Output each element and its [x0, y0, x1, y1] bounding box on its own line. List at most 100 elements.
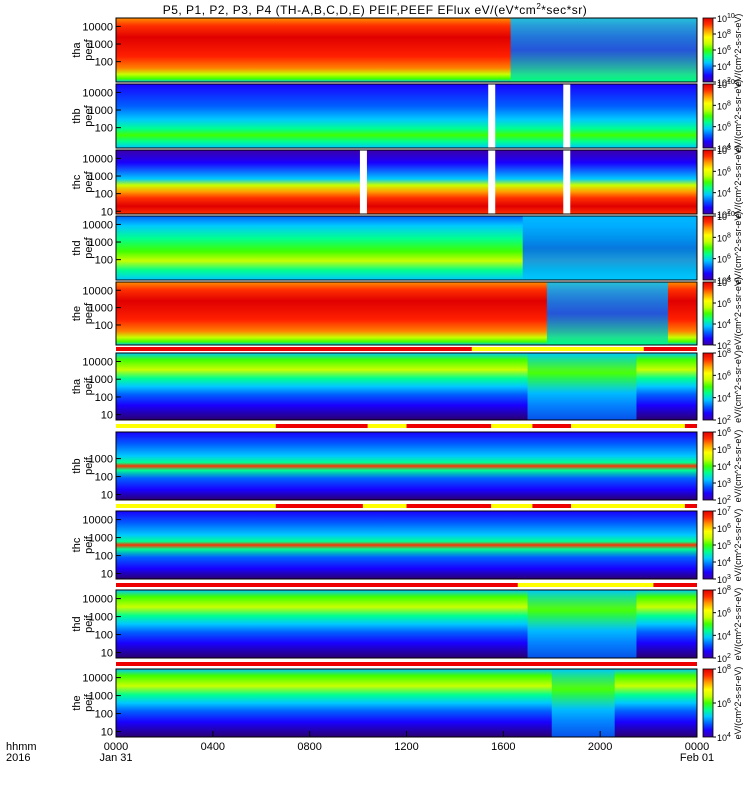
y-tick-label: 10 — [101, 410, 113, 422]
product-label: peef — [83, 236, 95, 258]
colorbar-unit-label: eV/(cm^2-s-sr-eV) — [733, 277, 743, 350]
y-tick-label: 100 — [95, 255, 113, 267]
y-tick-label: 100 — [95, 551, 113, 563]
y-tick-label: 10000 — [82, 87, 113, 99]
y-tick-label: 10000 — [82, 21, 113, 33]
probe-label: tha — [71, 41, 83, 57]
colorbar-tick-label: 106 — [717, 122, 731, 133]
colorbar-unit-label: eV/(cm^2-s-sr-eV) — [733, 588, 743, 661]
x-axis-row-label-bottom: 2016 — [6, 752, 30, 764]
colorbar-tick-label: 106 — [717, 370, 731, 381]
colorbar-unit-label: eV/(cm^2-s-sr-eV) — [733, 430, 743, 503]
colorbar-unit-label: eV/(cm^2-s-sr-eV) — [733, 146, 743, 219]
x-axis-row-label-top: hhmm — [6, 741, 37, 753]
flag-bar-after-tha-peif — [116, 424, 697, 428]
colorbar-unit-label: eV/(cm^2-s-sr-eV) — [733, 14, 743, 87]
flag-segment-red — [116, 347, 472, 351]
colorbar-tick-label: 102 — [717, 340, 731, 351]
panel-thd-peef: 10000 1000 100 thd peef 1010 108 106 104 — [71, 211, 735, 286]
colorbar-tick-label: 104 — [717, 319, 731, 330]
colorbar — [702, 352, 714, 421]
colorbar-tick-label: 102 — [717, 415, 731, 426]
y-tick-label: 10000 — [82, 219, 113, 231]
disturbed-interval — [551, 669, 615, 737]
y-tick-label: 1000 — [89, 691, 113, 703]
y-tick-label: 10 — [101, 490, 113, 502]
colorbar-tick-label: 104 — [717, 461, 731, 472]
y-tick-label: 10 — [101, 569, 113, 581]
x-tick-date-label: Jan 31 — [99, 752, 132, 764]
colorbar-tick-label: 108 — [717, 348, 731, 359]
flag-segment-red — [275, 424, 368, 428]
y-tick-label: 10000 — [82, 515, 113, 527]
flag-segment-red — [406, 424, 492, 428]
product-label: peif — [83, 535, 95, 554]
probe-label: thc — [71, 174, 83, 189]
data-gap — [488, 84, 496, 148]
panel-thb-peef: 10000 1000 100 thb peef 1010 108 106 104 — [71, 79, 735, 154]
flag-segment-red — [643, 347, 697, 351]
colorbar-tick-label: 106 — [717, 608, 731, 619]
flag-segment-red — [653, 583, 697, 587]
y-tick-label: 1000 — [89, 39, 113, 51]
colorbar-tick-label: 108 — [717, 585, 731, 596]
spectrogram-thb-peif — [116, 432, 697, 500]
probe-label: thb — [71, 108, 83, 123]
data-quality-flags — [116, 347, 697, 666]
product-label: peef — [83, 302, 95, 324]
y-tick-label: 1000 — [89, 454, 113, 466]
colorbar-tick-label: 102 — [717, 495, 731, 506]
disturbed-interval — [522, 216, 697, 280]
flag-segment-yellow — [491, 424, 533, 428]
title-main: P5, P1, P2, P3, P4 (TH-A,B,C,D,E) PEIF,P… — [162, 3, 537, 17]
flag-segment-yellow — [471, 347, 644, 351]
flag-segment-red — [684, 504, 697, 508]
colorbar-tick-label: 106 — [717, 166, 731, 177]
flag-segment-red — [684, 424, 697, 428]
colorbar-tick-label: 104 — [717, 393, 731, 404]
colorbar-tick-label: 106 — [717, 298, 731, 309]
colorbar-unit-label: eV/(cm^2-s-sr-eV) — [733, 350, 743, 423]
panel-frame — [115, 589, 698, 659]
y-tick-label: 100 — [95, 392, 113, 404]
colorbar-tick-label: 1010 — [717, 211, 735, 222]
x-tick-label: 2000 — [588, 741, 612, 753]
y-tick-label: 1000 — [89, 612, 113, 624]
colorbar-tick-label: 106 — [717, 698, 731, 709]
y-tick-label: 10000 — [82, 594, 113, 606]
x-tick-label: 1600 — [491, 741, 515, 753]
flag-segment-yellow — [491, 504, 533, 508]
colorbar-tick-label: 104 — [717, 732, 731, 743]
colorbar-unit-label: eV/(cm^2-s-sr-eV) — [733, 667, 743, 740]
colorbar — [702, 149, 714, 215]
panel-tha-peif: 10000 1000 100 10 tha peif 108 106 104 102 — [71, 348, 731, 426]
panel-frame — [115, 215, 698, 281]
panel-thd-peif: 10000 1000 100 10 thd peif 108 106 104 102 — [71, 585, 731, 664]
panel-thc-peif: 10000 1000 100 10 thc peif 107 106 105 104 103 — [71, 506, 731, 585]
flag-segment-red — [116, 583, 518, 587]
x-tick-label: 1200 — [394, 741, 418, 753]
y-tick-label: 1000 — [89, 303, 113, 315]
panel-frame — [115, 510, 698, 580]
y-tick-label: 1000 — [89, 374, 113, 386]
colorbar-tick-label: 104 — [717, 143, 731, 154]
panel-frame — [115, 17, 698, 83]
product-label: peef — [83, 170, 95, 192]
probe-label: thc — [71, 537, 83, 552]
flag-segment-yellow — [362, 504, 407, 508]
flag-segment-red — [275, 504, 363, 508]
probe-label: tha — [71, 378, 83, 394]
colorbar-tick-label: 104 — [717, 557, 731, 568]
colorbar-tick-label: 108 — [717, 277, 731, 288]
flag-segment-yellow — [116, 424, 276, 428]
y-tick-label: 10 — [101, 648, 113, 660]
y-tick-label: 100 — [95, 472, 113, 484]
colorbar-tick-label: 103 — [717, 574, 731, 585]
probe-label: the — [71, 306, 83, 321]
colorbar-labels: eV/(cm^2-s-sr-eV)eV/(cm^2-s-sr-eV)eV/(cm… — [733, 14, 743, 740]
data-gap — [563, 150, 571, 214]
flag-bar-after-thd-peif — [116, 662, 697, 666]
flag-segment-red — [532, 424, 572, 428]
y-tick-label: 10 — [101, 727, 113, 739]
